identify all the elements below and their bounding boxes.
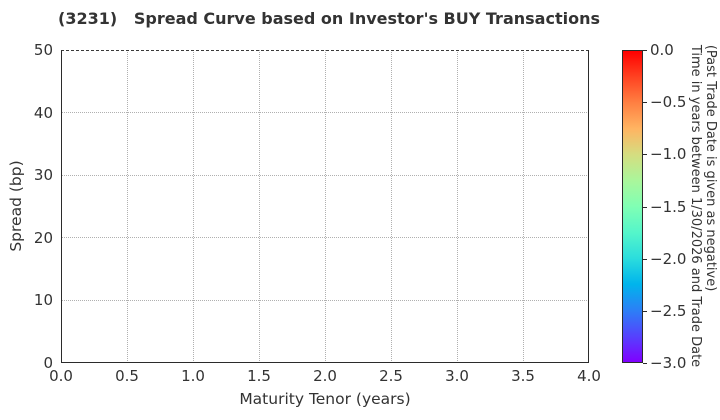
y-tick-label: 20 <box>33 228 53 247</box>
colorbar-tick-mark <box>643 102 647 104</box>
gridline-horizontal <box>61 237 589 239</box>
gridline-horizontal <box>61 299 589 301</box>
gridline-vertical <box>456 50 458 363</box>
y-axis-label: Spread (bp) <box>7 160 25 252</box>
y-tick-label: 40 <box>33 103 53 122</box>
colorbar-tick-mark <box>643 258 647 260</box>
x-tick-label: 3.0 <box>445 367 469 385</box>
colorbar-tick-label: −3.0 <box>650 354 687 372</box>
colorbar-tick-mark <box>643 206 647 208</box>
gridline-vertical <box>390 50 392 363</box>
colorbar-gradient <box>623 51 642 362</box>
gridline-vertical <box>192 50 194 363</box>
colorbar-label-line1: Time in years between 1/30/2026 and Trad… <box>687 44 703 368</box>
colorbar-tick-mark <box>643 154 647 156</box>
y-tick-label: 50 <box>33 41 53 59</box>
colorbar-tick-label: 0.0 <box>650 41 674 59</box>
x-tick-label: 4.0 <box>577 367 601 385</box>
gridline-horizontal <box>61 112 589 114</box>
plot-area <box>61 50 589 363</box>
x-tick-label: 2.5 <box>379 367 403 385</box>
gridline-vertical <box>324 50 326 363</box>
x-tick-label: 2.0 <box>313 367 337 385</box>
gridline-vertical <box>522 50 524 363</box>
y-tick-label: 30 <box>33 166 53 185</box>
gridline-vertical <box>126 50 128 363</box>
colorbar-tick-mark <box>643 310 647 312</box>
colorbar-tick-label: −1.5 <box>650 197 687 216</box>
y-tick-label: 10 <box>33 291 53 310</box>
colorbar-label-line2: (Past Trade Date is given as negative) <box>702 44 718 292</box>
gridline-vertical <box>258 50 260 363</box>
x-axis-label: Maturity Tenor (years) <box>239 390 411 408</box>
x-tick-label: 0.5 <box>115 367 139 385</box>
y-tick-label: 0 <box>43 354 53 372</box>
gridline-horizontal <box>61 174 589 176</box>
x-tick-label: 1.0 <box>181 367 205 385</box>
colorbar-tick-mark <box>643 50 647 51</box>
colorbar-axis-label: Time in years between 1/30/2026 and Trad… <box>687 44 718 368</box>
colorbar-tick-label: −2.0 <box>650 249 687 268</box>
colorbar <box>622 50 643 363</box>
x-tick-label: 0.0 <box>49 367 73 385</box>
colorbar-tick-label: −2.5 <box>650 301 687 320</box>
x-tick-label: 3.5 <box>511 367 535 385</box>
x-tick-label: 1.5 <box>247 367 271 385</box>
colorbar-tick-mark <box>643 363 647 364</box>
colorbar-tick-label: −0.5 <box>650 93 687 112</box>
colorbar-tick-label: −1.0 <box>650 145 687 164</box>
chart-title: (3231) Spread Curve based on Investor's … <box>58 9 600 28</box>
